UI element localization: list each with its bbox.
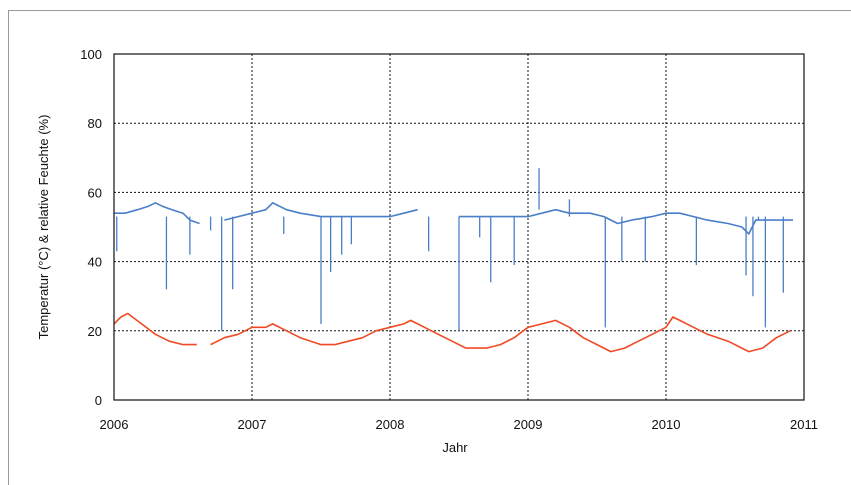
x-tick-label: 2011 (790, 417, 818, 432)
chart-frame (8, 10, 851, 485)
plot-area-border (113, 53, 805, 401)
x-axis-title: Jahr (442, 440, 468, 455)
x-tick-labels: 2006 2007 2008 2009 2010 2011 (100, 417, 818, 432)
x-tick-label: 2009 (514, 417, 543, 432)
x-tick-label: 2010 (652, 417, 681, 432)
x-tick-label: 2008 (376, 417, 405, 432)
y-axis-title: Temperatur (°C) & relative Feuchte (%) (36, 115, 51, 340)
y-tick-label: 60 (88, 185, 102, 200)
y-tick-label: 40 (88, 255, 102, 270)
x-tick-label: 2007 (238, 417, 267, 432)
y-tick-label: 100 (80, 47, 102, 62)
y-tick-label: 20 (88, 324, 102, 339)
temperature-line (113, 312, 791, 353)
humidity-line (114, 202, 793, 235)
series-layer (113, 168, 793, 353)
y-tick-label: 80 (88, 116, 102, 131)
x-tick-label: 2006 (100, 417, 129, 432)
y-tick-label: 0 (95, 393, 102, 408)
y-tick-labels: 0 20 40 60 80 100 (80, 47, 102, 408)
